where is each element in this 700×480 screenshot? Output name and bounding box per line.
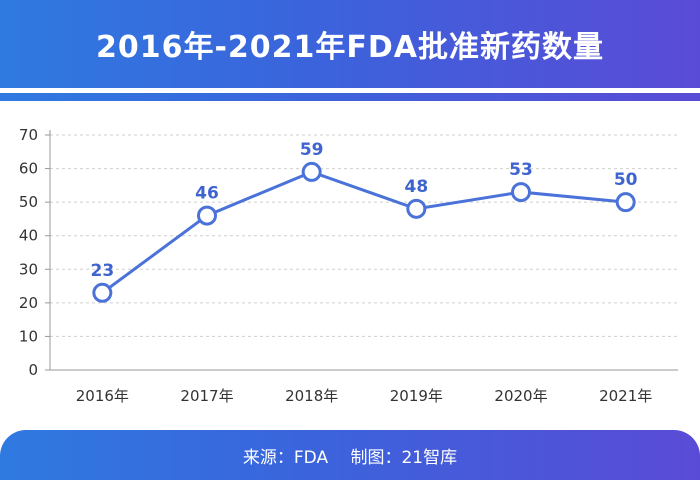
y-tick-label: 10 bbox=[19, 327, 38, 345]
chart-footer: 来源：FDA 制图：21智库 bbox=[0, 430, 700, 480]
data-point bbox=[511, 182, 531, 203]
y-tick-label: 60 bbox=[19, 160, 38, 178]
data-markers bbox=[92, 161, 636, 303]
y-tick-label: 20 bbox=[19, 294, 38, 312]
y-tick-labels: 0 10 20 30 40 50 60 70 bbox=[19, 126, 50, 379]
data-label: 50 bbox=[614, 170, 638, 190]
x-tick-label: 2019年 bbox=[390, 387, 443, 405]
grid-lines bbox=[50, 134, 678, 337]
x-tick-label: 2017年 bbox=[180, 387, 233, 405]
data-label: 23 bbox=[90, 261, 114, 281]
y-tick-label: 40 bbox=[19, 227, 38, 245]
series-line bbox=[101, 170, 626, 294]
source-credit: 来源：FDA 制图：21智库 bbox=[242, 447, 458, 468]
data-label: 53 bbox=[509, 160, 533, 180]
data-point bbox=[301, 161, 322, 182]
header-divider bbox=[0, 93, 700, 101]
x-tick-label: 2018年 bbox=[285, 387, 338, 405]
x-tick-labels: 2016年 2017年 2018年 2019年 2020年 2021年 bbox=[76, 387, 653, 405]
data-label: 48 bbox=[404, 177, 428, 197]
x-tick-label: 2021年 bbox=[599, 387, 652, 405]
data-point bbox=[197, 205, 217, 226]
y-tick-label: 0 bbox=[28, 361, 38, 379]
chart-title: 2016年-2021年FDA批准新药数量 bbox=[95, 30, 605, 65]
x-tick-label: 2020年 bbox=[494, 387, 547, 405]
data-point bbox=[406, 198, 427, 219]
y-tick-label: 30 bbox=[19, 260, 38, 278]
data-labels: 23 46 59 48 53 50 bbox=[90, 140, 637, 281]
line-chart: 0 10 20 30 40 50 60 70 2016年 2017年 2018年 2019年 2020… bbox=[19, 126, 678, 405]
data-label: 59 bbox=[300, 140, 324, 160]
x-tick-label: 2016年 bbox=[76, 387, 129, 405]
data-point bbox=[92, 282, 113, 303]
data-point bbox=[615, 192, 636, 213]
y-tick-label: 70 bbox=[19, 126, 38, 144]
y-tick-label: 50 bbox=[19, 193, 38, 211]
chart-header: 2016年-2021年FDA批准新药数量 bbox=[0, 0, 700, 88]
data-label: 46 bbox=[195, 184, 219, 204]
